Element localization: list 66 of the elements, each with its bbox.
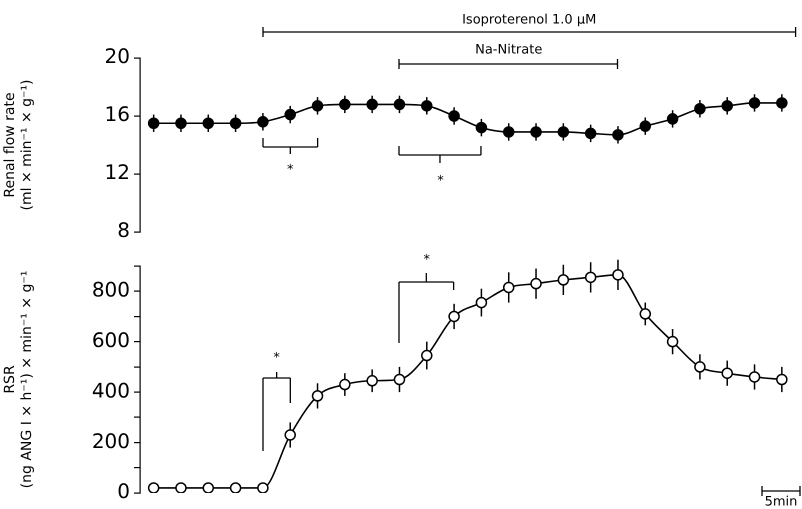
point <box>530 126 542 138</box>
y-axis-title: Renal flow rate (ml × min⁻¹ × g⁻¹) <box>2 79 35 211</box>
point <box>530 278 542 290</box>
y-tick-label: 8 <box>117 218 130 242</box>
y-tick-label: 200 <box>92 428 130 453</box>
point <box>421 100 433 112</box>
point <box>502 282 514 294</box>
point <box>284 429 296 441</box>
point <box>175 118 187 129</box>
point <box>666 336 678 348</box>
point <box>558 126 570 138</box>
point <box>202 118 214 129</box>
point <box>666 113 678 125</box>
point <box>448 110 460 122</box>
point <box>612 129 624 141</box>
point <box>230 482 242 493</box>
point <box>721 367 733 379</box>
point <box>640 308 652 320</box>
y-tick-label: 12 <box>104 160 130 184</box>
y-tick-label: 0 <box>117 479 130 504</box>
point <box>257 482 269 493</box>
point <box>748 371 760 383</box>
point <box>694 103 706 114</box>
point <box>394 98 406 110</box>
y-tick-label: 20 <box>104 44 130 68</box>
point <box>230 118 242 129</box>
annotation: * <box>424 252 430 268</box>
point <box>584 128 596 140</box>
point <box>721 100 733 112</box>
text: 5min <box>764 494 798 509</box>
text: Isoproterenol 1.0 µM <box>462 12 596 28</box>
point <box>584 272 596 284</box>
point <box>748 97 760 109</box>
point <box>448 310 460 322</box>
point <box>421 350 433 362</box>
point <box>640 120 652 132</box>
point <box>502 126 514 138</box>
point <box>312 390 324 402</box>
point <box>257 116 269 128</box>
y-tick-label: 600 <box>92 328 130 352</box>
point <box>339 98 351 110</box>
annotation: * <box>286 162 294 178</box>
point <box>476 296 488 308</box>
point <box>612 269 624 281</box>
point <box>776 97 788 109</box>
point <box>366 98 378 110</box>
y-axis-title: RSR (ng ANG I × h⁻¹) × min⁻¹ × g⁻¹ <box>2 270 35 488</box>
point <box>694 361 706 373</box>
point <box>175 482 187 493</box>
point <box>339 378 351 390</box>
point <box>366 375 378 387</box>
point <box>148 482 160 493</box>
text: Na-Nitrate <box>475 42 542 58</box>
point <box>394 374 406 386</box>
point <box>284 108 296 120</box>
annotation: * <box>437 174 444 188</box>
y-tick-label: 400 <box>92 378 130 402</box>
point <box>202 482 214 493</box>
point <box>776 374 788 386</box>
point <box>558 274 570 286</box>
y-tick-label: 800 <box>92 277 130 302</box>
point <box>312 100 324 112</box>
y-tick-label: 16 <box>104 102 130 126</box>
point <box>148 118 160 129</box>
point <box>476 122 488 134</box>
annotation: * <box>273 350 280 366</box>
